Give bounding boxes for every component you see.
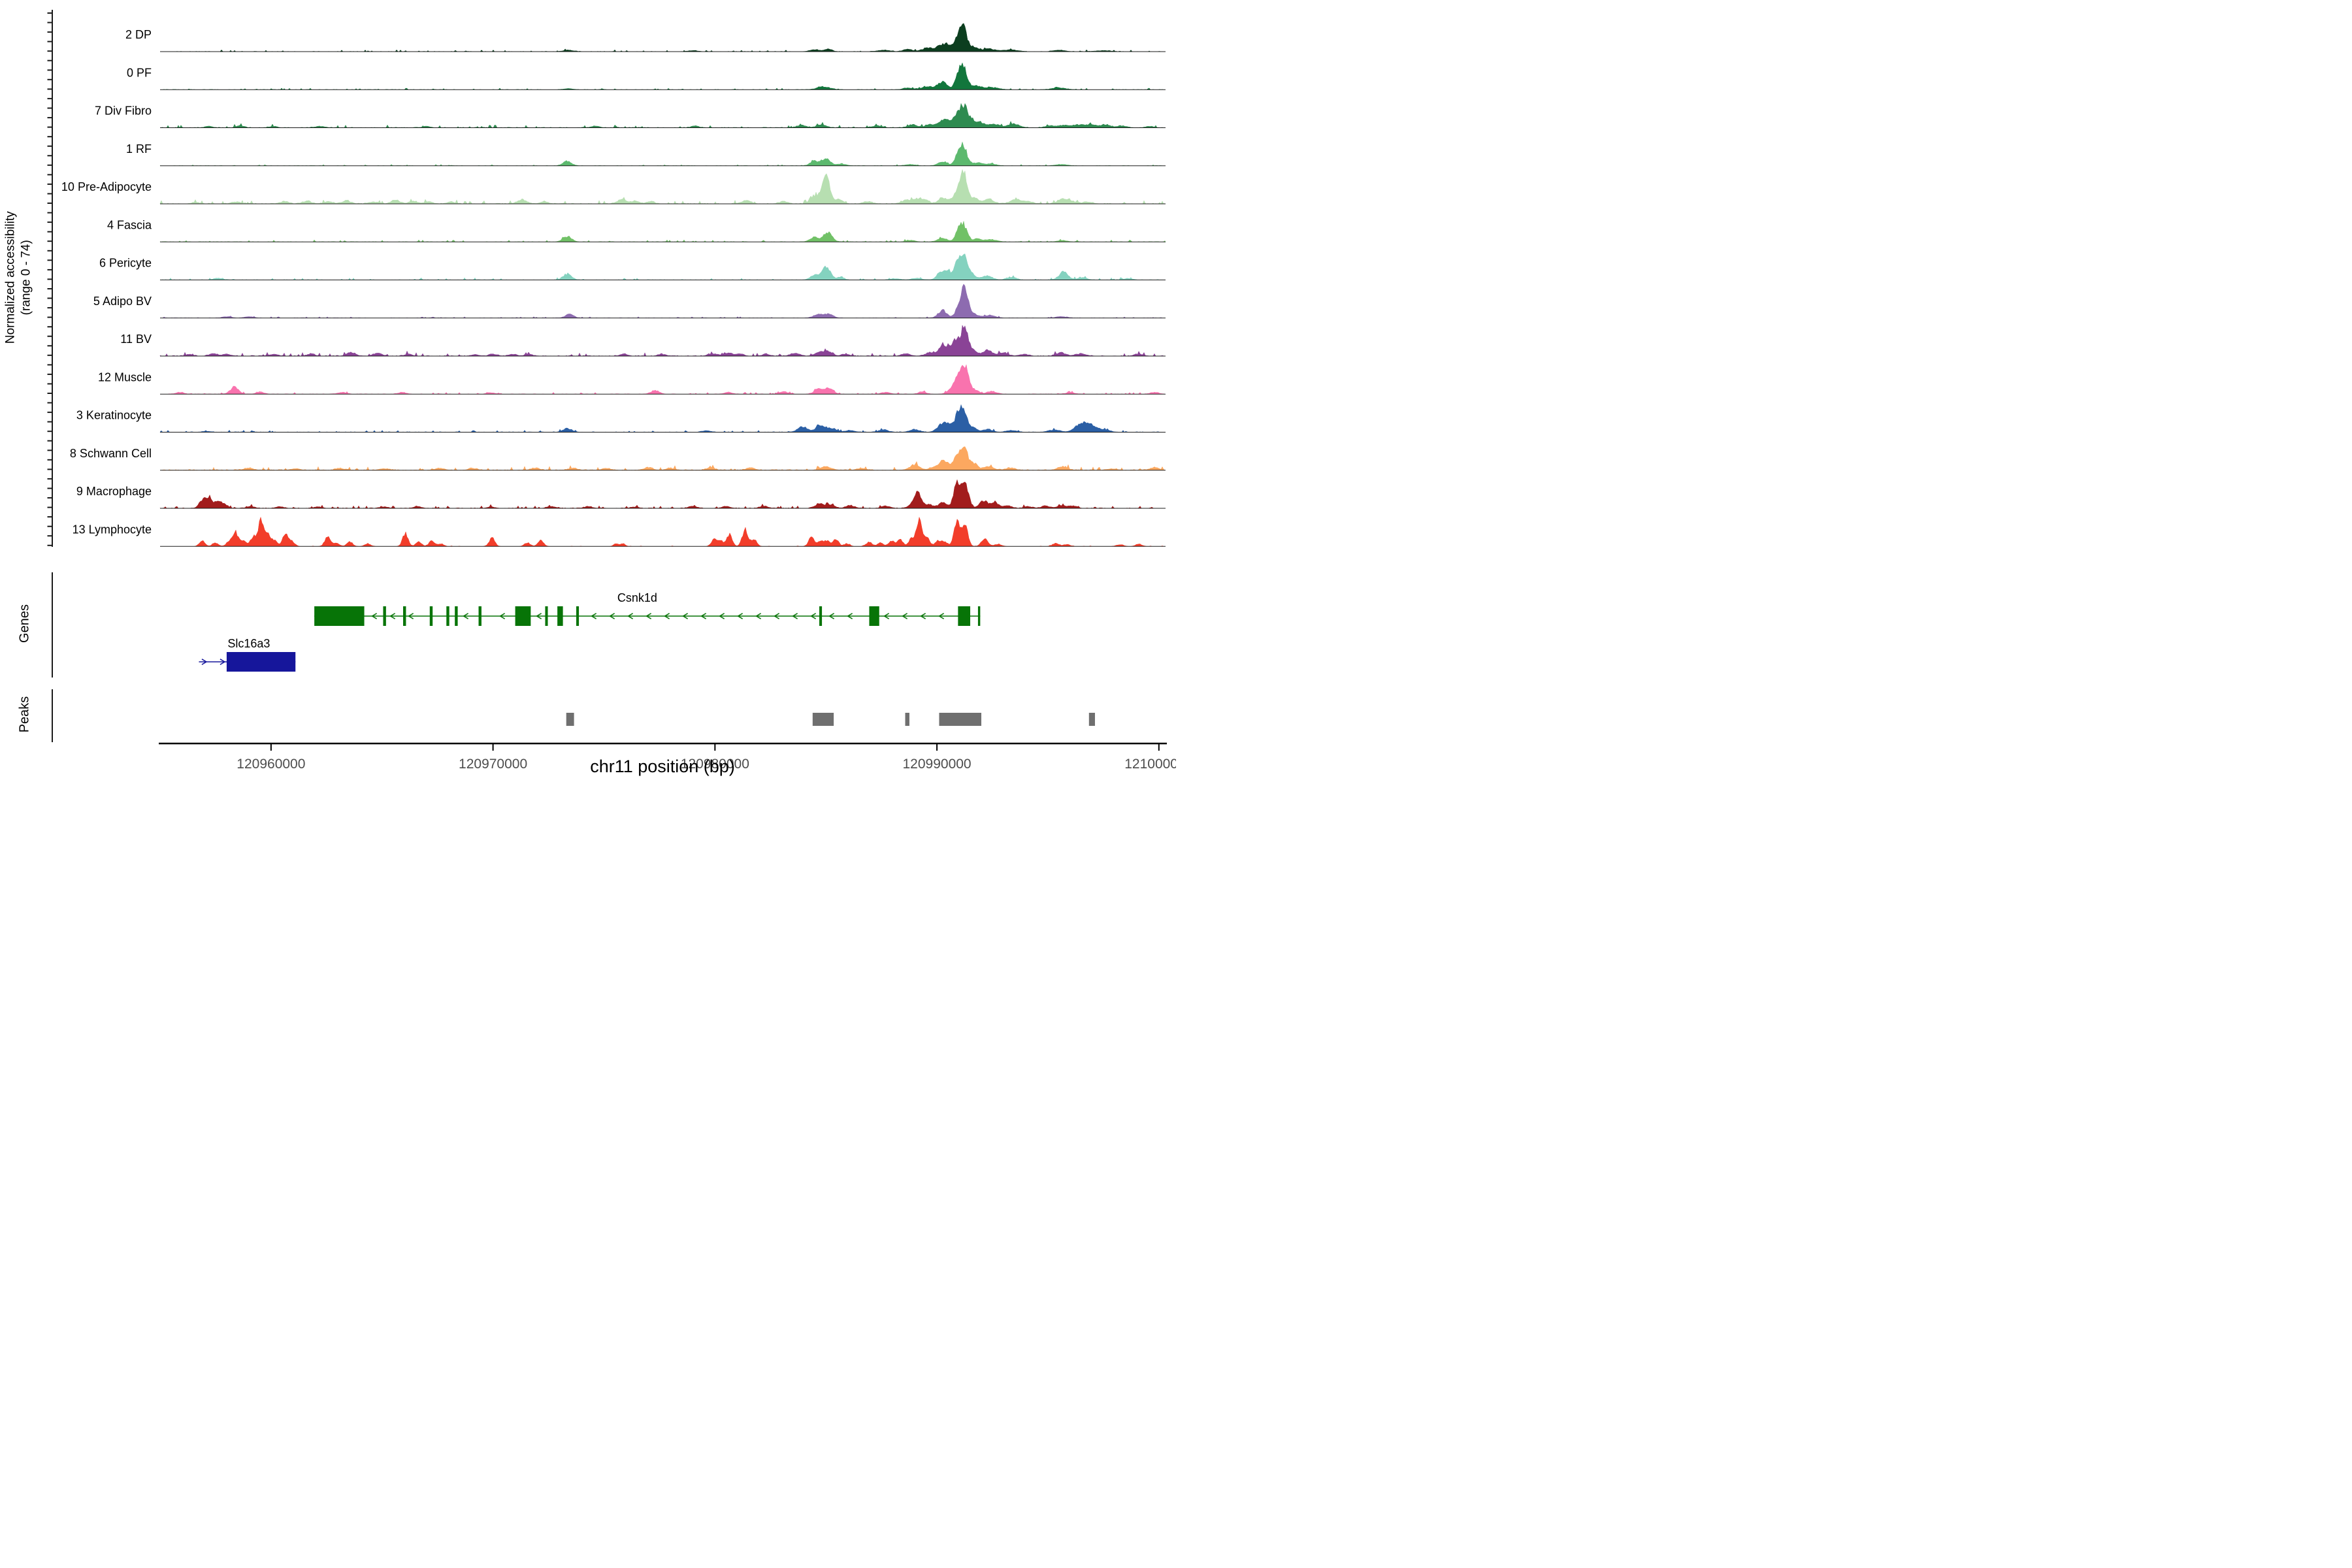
track-area-2 DP: [160, 23, 1166, 52]
track-label-5 Adipo BV: 5 Adipo BV: [93, 295, 152, 308]
peaks-section-label: Peaks: [17, 696, 32, 733]
track-label-1 RF: 1 RF: [126, 142, 152, 155]
track-label-11 BV: 11 BV: [120, 333, 152, 346]
track-area-9 Macrophage: [159, 479, 1166, 509]
gene-model-Csnk1d: Csnk1d: [314, 591, 981, 626]
gene-exon-Csnk1d: [557, 606, 563, 626]
gene-exon-Csnk1d: [429, 606, 433, 626]
gene-exon-Csnk1d: [977, 606, 981, 626]
strand-arrow-icon: [371, 613, 378, 619]
track-area-0 PF: [160, 62, 1166, 90]
track-label-12 Muscle: 12 Muscle: [98, 370, 152, 384]
gene-exon-Csnk1d: [314, 606, 365, 626]
track-area-1 RF: [159, 141, 1166, 167]
track-label-10 Pre-Adipocyte: 10 Pre-Adipocyte: [61, 180, 152, 193]
strand-arrow-icon: [627, 613, 634, 619]
gene-exon-Csnk1d: [576, 606, 580, 626]
peak-interval-box: [905, 713, 909, 726]
strand-arrow-icon: [609, 613, 615, 619]
gene-exon-Csnk1d: [446, 606, 449, 626]
gene-exon-Csnk1d: [545, 606, 548, 626]
y-axis-label: Normalized accessibility (range 0 - 74): [3, 82, 34, 474]
x-axis-tick-label: 120960000: [237, 757, 305, 772]
track-label-8 Schwann Cell: 8 Schwann Cell: [70, 447, 152, 460]
gene-exon-Csnk1d: [478, 606, 482, 626]
strand-arrow-icon: [591, 613, 597, 619]
strand-arrow-icon: [847, 613, 853, 619]
strand-arrow-icon: [664, 613, 670, 619]
track-label-6 Pericyte: 6 Pericyte: [99, 257, 152, 270]
track-area-13 Lymphocyte: [160, 516, 1166, 547]
strand-arrow-icon: [536, 613, 542, 619]
track-label-0 PF: 0 PF: [127, 66, 152, 79]
x-axis-tick-label: 121000000: [1124, 757, 1176, 772]
strand-arrow-icon: [682, 613, 689, 619]
strand-arrow-icon: [810, 613, 817, 619]
track-label-7 Div Fibro: 7 Div Fibro: [95, 105, 152, 118]
strand-arrow-icon: [883, 613, 890, 619]
gene-exon-Csnk1d: [403, 606, 406, 626]
strand-arrow-icon: [755, 613, 762, 619]
x-axis-title: chr11 position (bp): [590, 757, 735, 776]
strand-arrow-icon: [700, 613, 707, 619]
gene-exon-Csnk1d: [958, 606, 971, 626]
y-axis-comb: [47, 10, 53, 547]
coverage-plot-svg: 2 DP 0 PF 7 Div Fibro 1 RF 10 Pre-Adipocyte 4…: [47, 10, 1176, 772]
y-axis-label-line2: (range 0 - 74): [19, 240, 33, 316]
track-label-3 Keratinocyte: 3 Keratinocyte: [76, 409, 152, 422]
track-area-3 Keratinocyte: [159, 404, 1166, 433]
peak-interval-box: [566, 713, 574, 726]
peak-interval-box: [939, 713, 982, 726]
strand-arrow-icon: [220, 659, 226, 665]
y-axis-label-line1: Normalized accessibility: [3, 211, 18, 344]
gene-label-Slc16a3: Slc16a3: [227, 637, 270, 650]
strand-arrow-icon: [408, 613, 414, 619]
strand-arrow-icon: [920, 613, 926, 619]
track-area-5 Adipo BV: [160, 284, 1166, 319]
track-label-9 Macrophage: 9 Macrophage: [76, 485, 152, 498]
gene-label-Csnk1d: Csnk1d: [617, 591, 657, 604]
track-label-13 Lymphocyte: 13 Lymphocyte: [73, 523, 152, 536]
track-area-7 Div Fibro: [159, 103, 1166, 129]
track-area-11 BV: [159, 324, 1166, 357]
strand-arrow-icon: [828, 613, 835, 619]
strand-arrow-icon: [737, 613, 743, 619]
track-area-12 Muscle: [160, 364, 1166, 395]
strand-arrow-icon: [719, 613, 725, 619]
track-label-2 DP: 2 DP: [125, 28, 152, 41]
gene-exon-Csnk1d: [383, 606, 386, 626]
strand-arrow-icon: [774, 613, 780, 619]
track-area-8 Schwann Cell: [160, 446, 1166, 471]
x-axis-tick-label: 120970000: [459, 757, 527, 772]
strand-arrow-icon: [938, 613, 945, 619]
gene-exon-Csnk1d: [515, 606, 531, 626]
strand-arrow-icon: [499, 613, 506, 619]
strand-arrow-icon: [902, 613, 908, 619]
track-label-4 Fascia: 4 Fascia: [107, 218, 152, 231]
track-area-6 Pericyte: [159, 253, 1166, 280]
gene-exon-Slc16a3: [226, 652, 296, 672]
gene-exon-Csnk1d: [455, 606, 458, 626]
gene-model-Slc16a3: Slc16a3: [199, 637, 296, 672]
gene-exon-Csnk1d: [869, 606, 879, 626]
strand-arrow-icon: [389, 613, 396, 619]
peak-interval-box: [1088, 713, 1095, 726]
x-axis-tick-label: 120980000: [681, 757, 749, 772]
strand-arrow-icon: [792, 613, 798, 619]
track-area-4 Fascia: [159, 221, 1166, 242]
gene-exon-Csnk1d: [819, 606, 823, 626]
coverage-plot-figure: 2 DP 0 PF 7 Div Fibro 1 RF 10 Pre-Adipocyte 4…: [0, 0, 1176, 784]
strand-arrow-icon: [201, 659, 208, 665]
strand-arrow-icon: [645, 613, 652, 619]
peak-interval-box: [812, 713, 834, 726]
track-area-10 Pre-Adipocyte: [159, 169, 1166, 204]
strand-arrow-icon: [463, 613, 469, 619]
x-axis-tick-label: 120990000: [903, 757, 972, 772]
